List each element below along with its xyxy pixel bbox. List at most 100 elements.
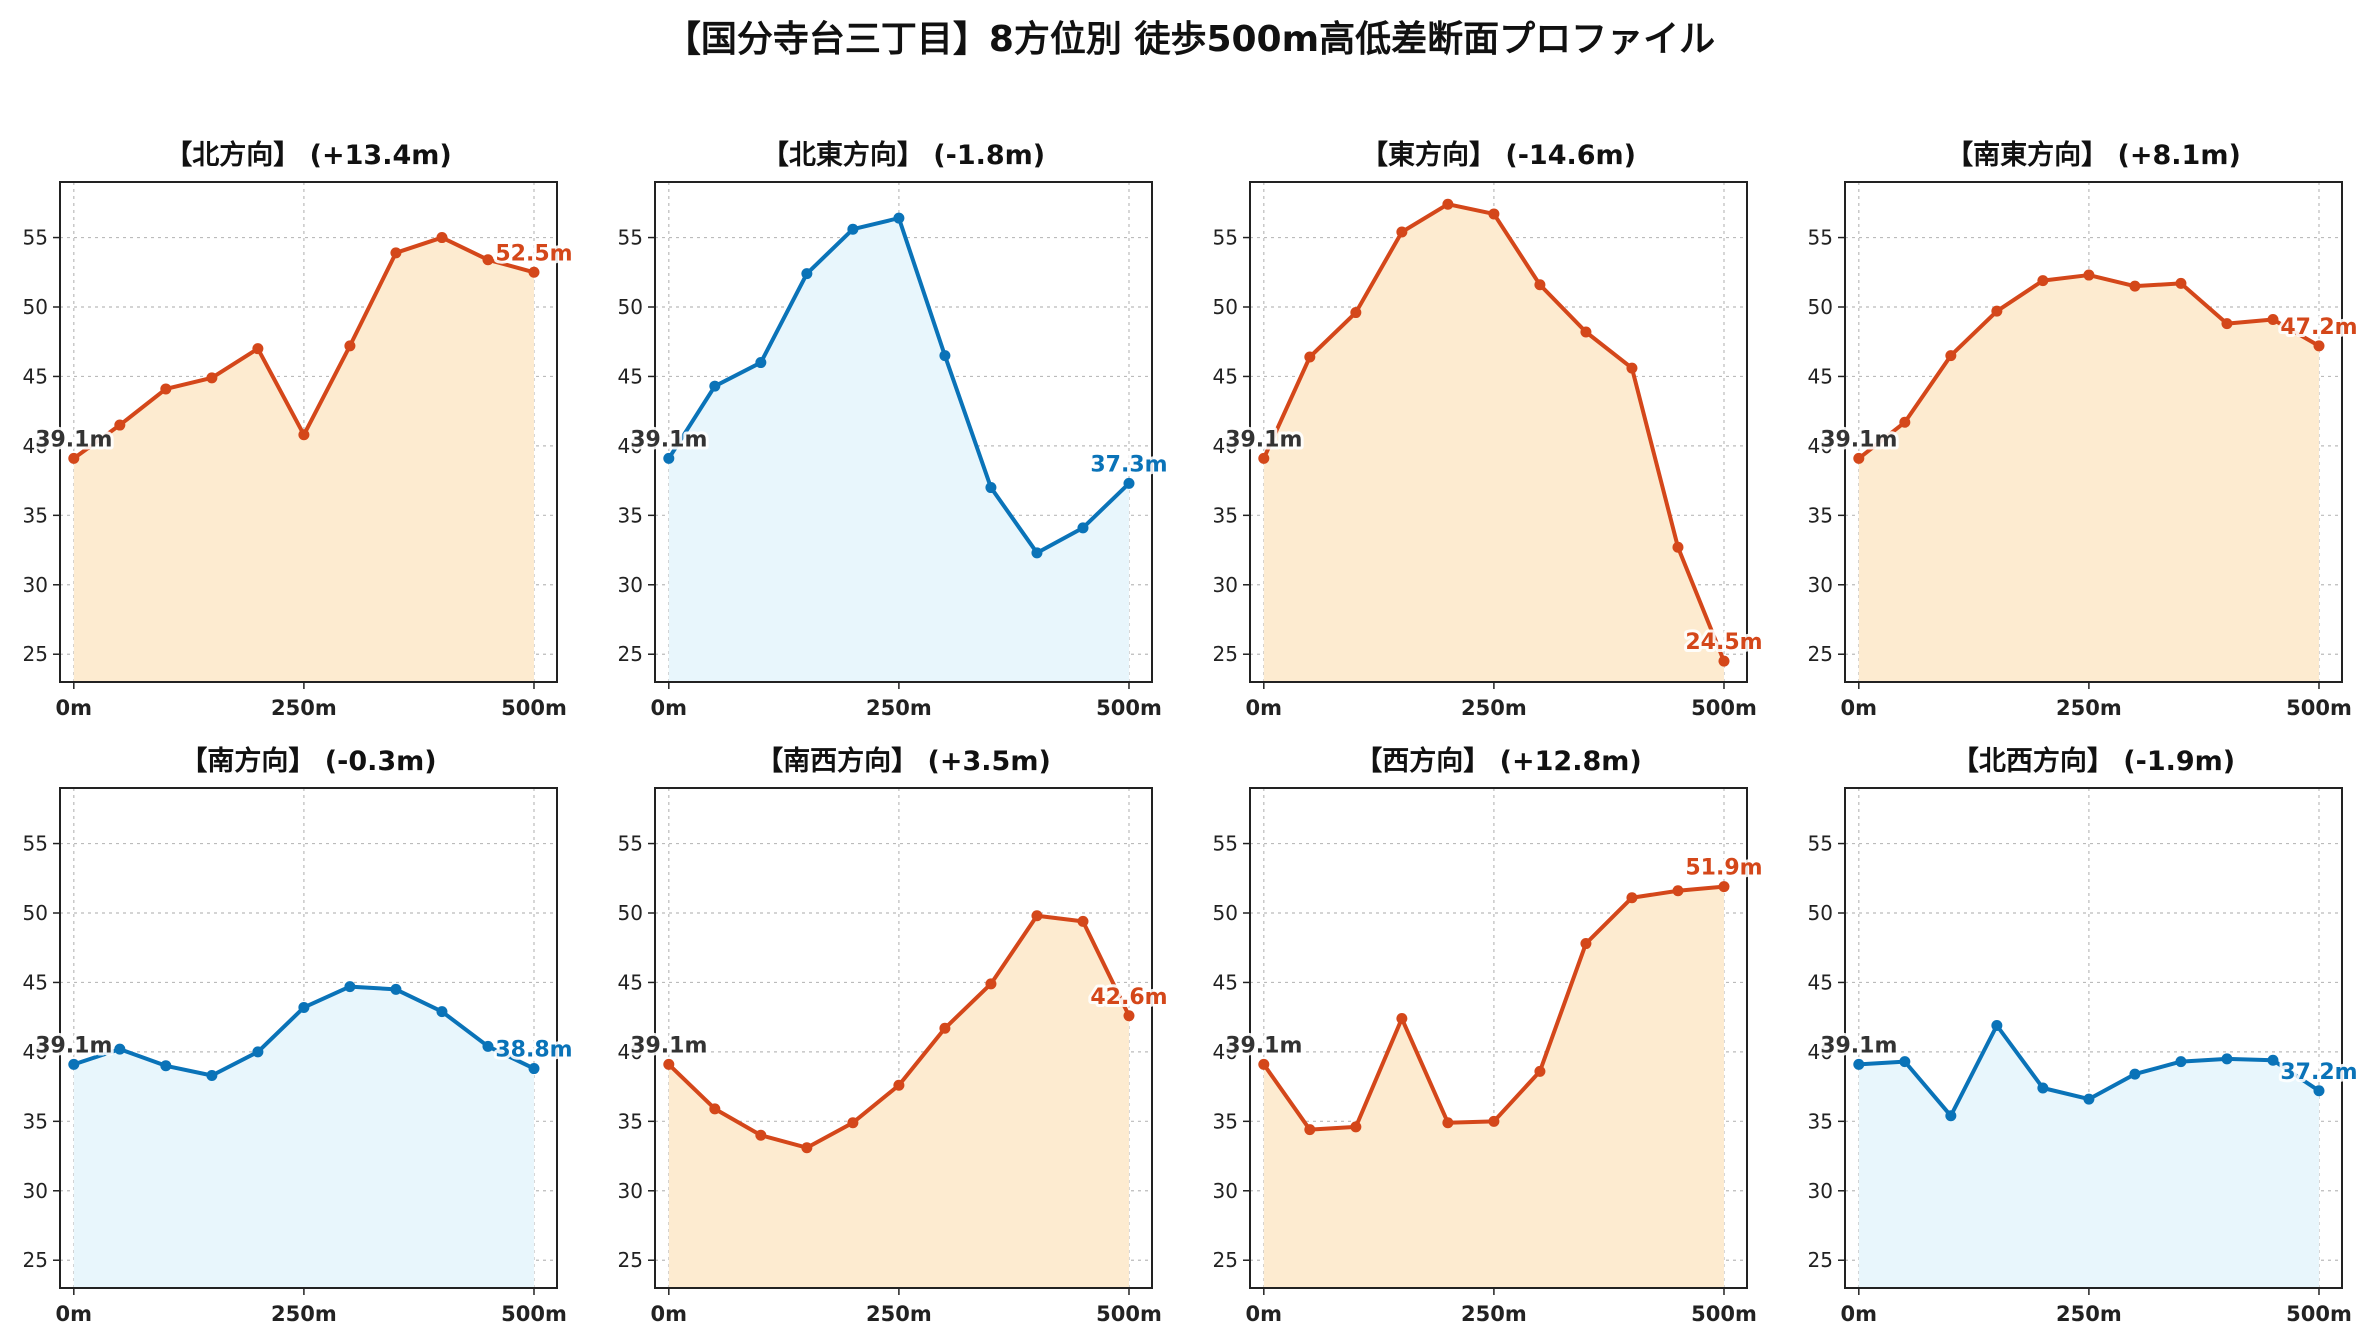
data-point — [436, 1006, 448, 1018]
end-value-label: 37.2m — [2280, 1060, 2357, 1085]
data-point — [1580, 938, 1592, 950]
data-point — [1396, 1013, 1408, 1025]
x-tick-label: 250m — [271, 1302, 337, 1326]
y-tick-label: 45 — [618, 970, 643, 994]
data-point — [1031, 547, 1043, 559]
data-point — [847, 1117, 859, 1129]
data-point — [344, 981, 356, 993]
data-point — [1488, 1115, 1500, 1127]
data-point — [2313, 1085, 2325, 1097]
y-tick-label: 30 — [1213, 1179, 1238, 1203]
x-tick-label: 0m — [1246, 696, 1283, 720]
y-tick-label: 50 — [1808, 901, 1833, 925]
data-point — [893, 1079, 905, 1091]
elevation-area — [1263, 204, 1724, 682]
data-point — [160, 383, 172, 395]
end-value-label-halo: 47.2m — [2280, 315, 2357, 340]
y-tick-label: 45 — [1213, 364, 1238, 388]
subplot-1: 【北東方向】 (-1.8m) 25 30 35 40 45 50 55 0m 250m 500m 39… — [618, 139, 1171, 720]
subplot-0: 【北方向】 (+13.4m) 25 30 35 40 45 50 55 0m 250m 500m 39… — [23, 139, 576, 720]
subplot-title: 【北方向】 (+13.4m) — [165, 139, 451, 171]
y-tick-label: 45 — [23, 970, 48, 994]
data-point — [1580, 326, 1592, 338]
start-value-label-halo: 39.1m — [35, 1033, 112, 1058]
data-point — [1031, 910, 1043, 922]
data-point — [755, 1129, 767, 1141]
x-tick-label: 250m — [1461, 696, 1527, 720]
y-tick-label: 55 — [23, 832, 48, 856]
start-value-label: 39.1m — [1225, 1033, 1302, 1058]
y-tick-label: 40 — [1808, 434, 1833, 458]
start-value-label-halo: 39.1m — [1820, 427, 1897, 452]
data-point — [114, 1043, 126, 1055]
data-point — [1123, 1010, 1135, 1022]
data-point — [709, 1103, 721, 1115]
y-tick-label: 25 — [618, 1248, 643, 1272]
figure-title: 【国分寺台三丁目】8方位別 徒歩500m高低差断面プロファイル — [664, 19, 1716, 60]
x-tick-label: 500m — [501, 1302, 567, 1326]
y-tick-label: 25 — [1808, 642, 1833, 666]
data-point — [2267, 314, 2279, 325]
x-tick-label: 0m — [56, 696, 93, 720]
y-tick-label: 50 — [1213, 295, 1238, 319]
y-tick-label: 35 — [618, 1109, 643, 1133]
y-tick-label: 55 — [1808, 832, 1833, 856]
data-point — [2221, 1053, 2233, 1065]
data-point — [2129, 280, 2141, 292]
y-tick-label: 30 — [1808, 1179, 1833, 1203]
start-value-label-halo: 39.1m — [1820, 1033, 1897, 1058]
y-tick-label: 35 — [618, 503, 643, 527]
subplot-2: 【東方向】 (-14.6m) 25 30 35 40 45 50 55 0m 250m 500m 39… — [1213, 139, 1766, 720]
end-value-label: 37.3m — [1090, 452, 1167, 477]
start-value-label: 39.1m — [35, 1033, 112, 1058]
y-tick-label: 55 — [618, 832, 643, 856]
start-value-label: 39.1m — [1820, 427, 1897, 452]
data-point — [2037, 1082, 2049, 1094]
y-tick-label: 45 — [23, 364, 48, 388]
y-tick-label: 30 — [618, 1179, 643, 1203]
data-point — [1442, 1117, 1454, 1129]
y-tick-label: 25 — [1808, 1248, 1833, 1272]
x-tick-label: 0m — [1841, 1302, 1878, 1326]
elevation-area — [1263, 886, 1724, 1288]
y-tick-label: 25 — [618, 642, 643, 666]
y-tick-label: 50 — [23, 901, 48, 925]
data-point — [1718, 655, 1730, 667]
data-point — [68, 452, 80, 464]
data-point — [252, 1046, 264, 1058]
y-tick-label: 25 — [1213, 1248, 1238, 1272]
subplot-7: 【北西方向】 (-1.9m) 25 30 35 40 45 50 55 0m 250m 500m 39… — [1808, 745, 2361, 1326]
data-point — [801, 1142, 813, 1154]
data-point — [1991, 305, 2003, 317]
data-point — [1991, 1020, 2003, 1031]
data-point — [1945, 1110, 1957, 1122]
end-value-label-halo: 24.5m — [1685, 630, 1762, 655]
end-value-label: 52.5m — [495, 241, 572, 266]
x-tick-label: 250m — [1461, 1302, 1527, 1326]
data-point — [1304, 351, 1316, 363]
data-point — [1350, 1121, 1362, 1133]
y-tick-label: 30 — [23, 573, 48, 597]
x-tick-label: 250m — [866, 1302, 932, 1326]
data-point — [1672, 541, 1684, 553]
x-tick-label: 500m — [1096, 1302, 1162, 1326]
y-tick-label: 35 — [1808, 503, 1833, 527]
end-value-label: 47.2m — [2280, 315, 2357, 340]
data-point — [436, 232, 448, 244]
y-tick-label: 55 — [618, 226, 643, 250]
subplot-3: 【南東方向】 (+8.1m) 25 30 35 40 45 50 55 0m 250m 500m 39… — [1808, 139, 2361, 720]
y-tick-label: 50 — [618, 901, 643, 925]
end-value-label-halo: 52.5m — [495, 241, 572, 266]
data-point — [298, 1001, 310, 1013]
y-tick-label: 25 — [23, 642, 48, 666]
data-point — [390, 983, 402, 995]
data-point — [2129, 1068, 2141, 1080]
y-tick-label: 35 — [23, 503, 48, 527]
data-point — [1396, 226, 1408, 238]
data-point — [939, 350, 951, 362]
data-point — [206, 372, 218, 384]
x-tick-label: 500m — [2286, 1302, 2352, 1326]
data-point — [1258, 1058, 1270, 1070]
y-tick-label: 30 — [1213, 573, 1238, 597]
y-tick-label: 35 — [1213, 503, 1238, 527]
